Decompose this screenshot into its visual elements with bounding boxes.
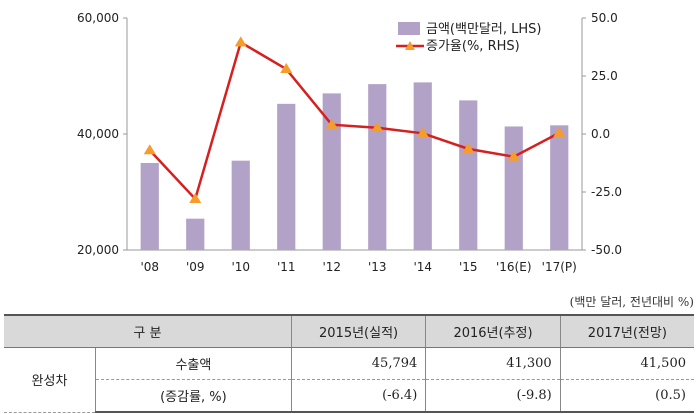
bar <box>186 218 205 250</box>
row-label-export: 수출액 <box>95 347 292 380</box>
line-point <box>280 63 293 74</box>
growth-2016: (-9.8) <box>425 379 561 413</box>
right-tick-label: -25.0 <box>591 185 622 199</box>
header-2016: 2016년(추정) <box>425 314 561 348</box>
bar <box>550 125 569 250</box>
x-tick-label: '12 <box>322 260 341 274</box>
line-point <box>189 192 202 203</box>
header-category: 구 분 <box>4 314 292 348</box>
line-point <box>325 118 338 129</box>
line-point <box>234 36 247 47</box>
header-2017: 2017년(전망) <box>559 314 694 348</box>
line-series <box>143 36 566 203</box>
bar <box>277 103 296 250</box>
x-tick-label: '16(E) <box>496 260 532 274</box>
left-tick-label: 60,000 <box>77 11 119 25</box>
summary-table: 구 분 2015년(실적) 2016년(추정) 2017년(전망) 완성차 수출… <box>4 314 694 413</box>
x-tick-label: '11 <box>277 260 296 274</box>
table-row: (증감률, %) (-6.4) (-9.8) (0.5) <box>4 379 694 413</box>
bar <box>140 163 159 250</box>
line-point <box>462 142 475 153</box>
export-2016: 41,300 <box>425 347 561 380</box>
header-2015: 2015년(실적) <box>290 314 426 348</box>
bar-series <box>140 82 569 251</box>
line-point <box>143 144 156 155</box>
growth-2015: (-6.4) <box>290 379 426 413</box>
x-tick-label: '08 <box>140 260 159 274</box>
growth-2017: (0.5) <box>559 379 694 413</box>
x-tick-label: '15 <box>459 260 478 274</box>
bar <box>368 84 387 251</box>
right-tick-label: -50.0 <box>591 243 622 257</box>
export-chart: 20,000 40,000 60,000 50.0 25.0 0.0 -25.0 -50.0 '… <box>77 11 622 274</box>
line-point <box>371 121 384 132</box>
line-point <box>416 127 429 138</box>
line-point <box>553 126 566 137</box>
x-tick-label: '13 <box>368 260 387 274</box>
row-label-growth: (증감률, %) <box>95 379 292 413</box>
right-tick-label: 0.0 <box>591 127 610 141</box>
growth-line <box>148 40 560 202</box>
x-tick-label: '17(P) <box>542 260 577 274</box>
export-2017: 41,500 <box>559 347 694 380</box>
bar <box>459 100 478 250</box>
x-tick-label: '14 <box>413 260 432 274</box>
right-tick-label: 25.0 <box>591 69 618 83</box>
line-point <box>507 150 520 161</box>
export-2015: 45,794 <box>290 347 426 380</box>
bar <box>504 126 523 250</box>
legend-marker-line <box>405 41 415 50</box>
table-header-row: 구 분 2015년(실적) 2016년(추정) 2017년(전망) <box>4 314 694 348</box>
left-tick-label: 20,000 <box>77 243 119 257</box>
tick-labels: 20,000 40,000 60,000 50.0 25.0 0.0 -25.0 -50.0 '… <box>77 11 622 274</box>
legend-swatch-bar <box>398 22 420 35</box>
x-tick-label: '09 <box>186 260 205 274</box>
bar <box>231 160 250 250</box>
category-cell: 완성차 <box>4 347 96 413</box>
unit-note: (백만 달러, 전년대비 %) <box>569 295 694 309</box>
legend-label-bar: 금액(백만달러, LHS) <box>426 22 541 37</box>
legend: 금액(백만달러, LHS) 증가율(%, RHS) <box>396 22 541 54</box>
x-tick-label: '10 <box>231 260 250 274</box>
bar <box>322 93 341 251</box>
bar <box>413 82 432 250</box>
left-tick-label: 40,000 <box>77 127 119 141</box>
table-row: 완성차 수출액 45,794 41,300 41,500 <box>4 347 694 413</box>
right-tick-label: 50.0 <box>591 11 618 25</box>
legend-label-line: 증가율(%, RHS) <box>426 39 520 54</box>
